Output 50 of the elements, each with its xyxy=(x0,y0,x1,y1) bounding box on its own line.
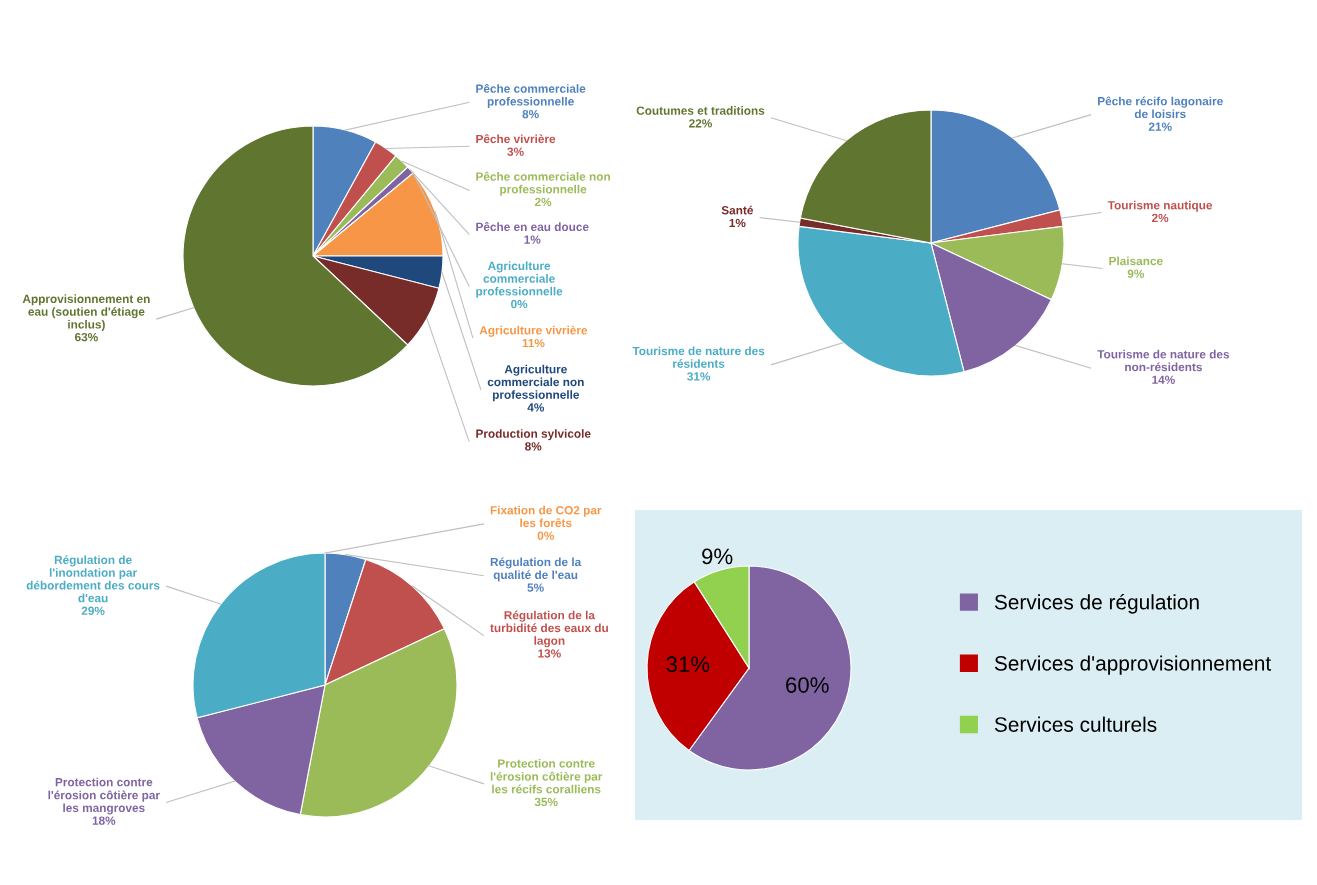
category-label: Fixation de CO2 par les forêts xyxy=(490,505,602,528)
data-label: 1% xyxy=(524,235,541,244)
text: 0% xyxy=(537,531,554,540)
slice-label: Agriculture vivrière xyxy=(479,325,588,337)
category-label: Agriculture commerciale professionnelle xyxy=(476,261,563,298)
data-label: 4% xyxy=(527,403,545,412)
slice-label: Production sylvicole xyxy=(476,429,591,441)
slice-label: Tourisme de nature des non-résidents xyxy=(1097,349,1230,372)
legend-label: Services de régulation xyxy=(994,593,1199,614)
legend-label: Services culturels xyxy=(994,716,1157,732)
data-label: 1% xyxy=(729,218,746,228)
data-label: 63% xyxy=(75,332,98,342)
data-label: 11% xyxy=(522,338,545,348)
data-label: 2% xyxy=(1151,213,1169,223)
data-label: 9% xyxy=(1127,269,1145,278)
slice-label: Coutumes et traditions xyxy=(636,106,765,115)
data-label: 21% xyxy=(1148,122,1172,131)
data-label: 18% xyxy=(92,816,116,825)
slice-label: Tourisme nautique xyxy=(1107,200,1213,212)
slice-label: Protection contre l'érosion côtière par les récifs coralliens xyxy=(490,758,603,794)
slice-label: Protection contre l'érosion côtière par les mangroves xyxy=(48,777,160,815)
legend-label: Services d'approvisionnement xyxy=(994,655,1272,675)
data-label: 2% xyxy=(534,197,552,207)
slice-label: Régulation de l'inondation par débordement des cours d'eau xyxy=(26,555,160,603)
data-label: 31% xyxy=(687,372,711,381)
text: 0% xyxy=(511,299,528,309)
slice-label: Agriculture commerciale non professionnelle xyxy=(487,364,584,402)
data-label: 5% xyxy=(527,583,544,592)
data-label: 29% xyxy=(81,606,105,615)
data-label: 22% xyxy=(689,119,712,128)
slice-label: Pêche récifo lagonaire de loisirs xyxy=(1098,96,1223,119)
slice-label: Régulation de la turbidité des eaux du lagon xyxy=(490,610,608,648)
slice-label: Pêche vivrière xyxy=(476,134,556,144)
slice-label: Santé xyxy=(721,205,754,215)
slice-label: Régulation de la qualité de l'eau xyxy=(490,557,582,582)
data-label: 8% xyxy=(525,442,542,451)
data-label: 60% xyxy=(786,677,829,693)
data-label: 9% xyxy=(702,548,733,565)
slice-label: Approvisionnement en eau (soutien d'étiage inclus) xyxy=(22,294,150,331)
slice-label: Pêche en eau douce xyxy=(476,222,589,232)
data-label: 13% xyxy=(538,649,561,658)
data-label: 31% xyxy=(666,656,710,673)
data-label: 3% xyxy=(507,147,524,156)
data-label: 8% xyxy=(522,109,539,119)
slice-label: Tourisme de nature des résidents xyxy=(632,346,765,368)
data-label: 35% xyxy=(534,797,558,807)
slice-label: Pêche commerciale professionnelle xyxy=(476,83,586,108)
slice-label: Plaisance xyxy=(1109,256,1163,266)
slice-label: Pêche commerciale non professionnelle xyxy=(476,171,610,196)
data-label: 14% xyxy=(1152,375,1175,384)
